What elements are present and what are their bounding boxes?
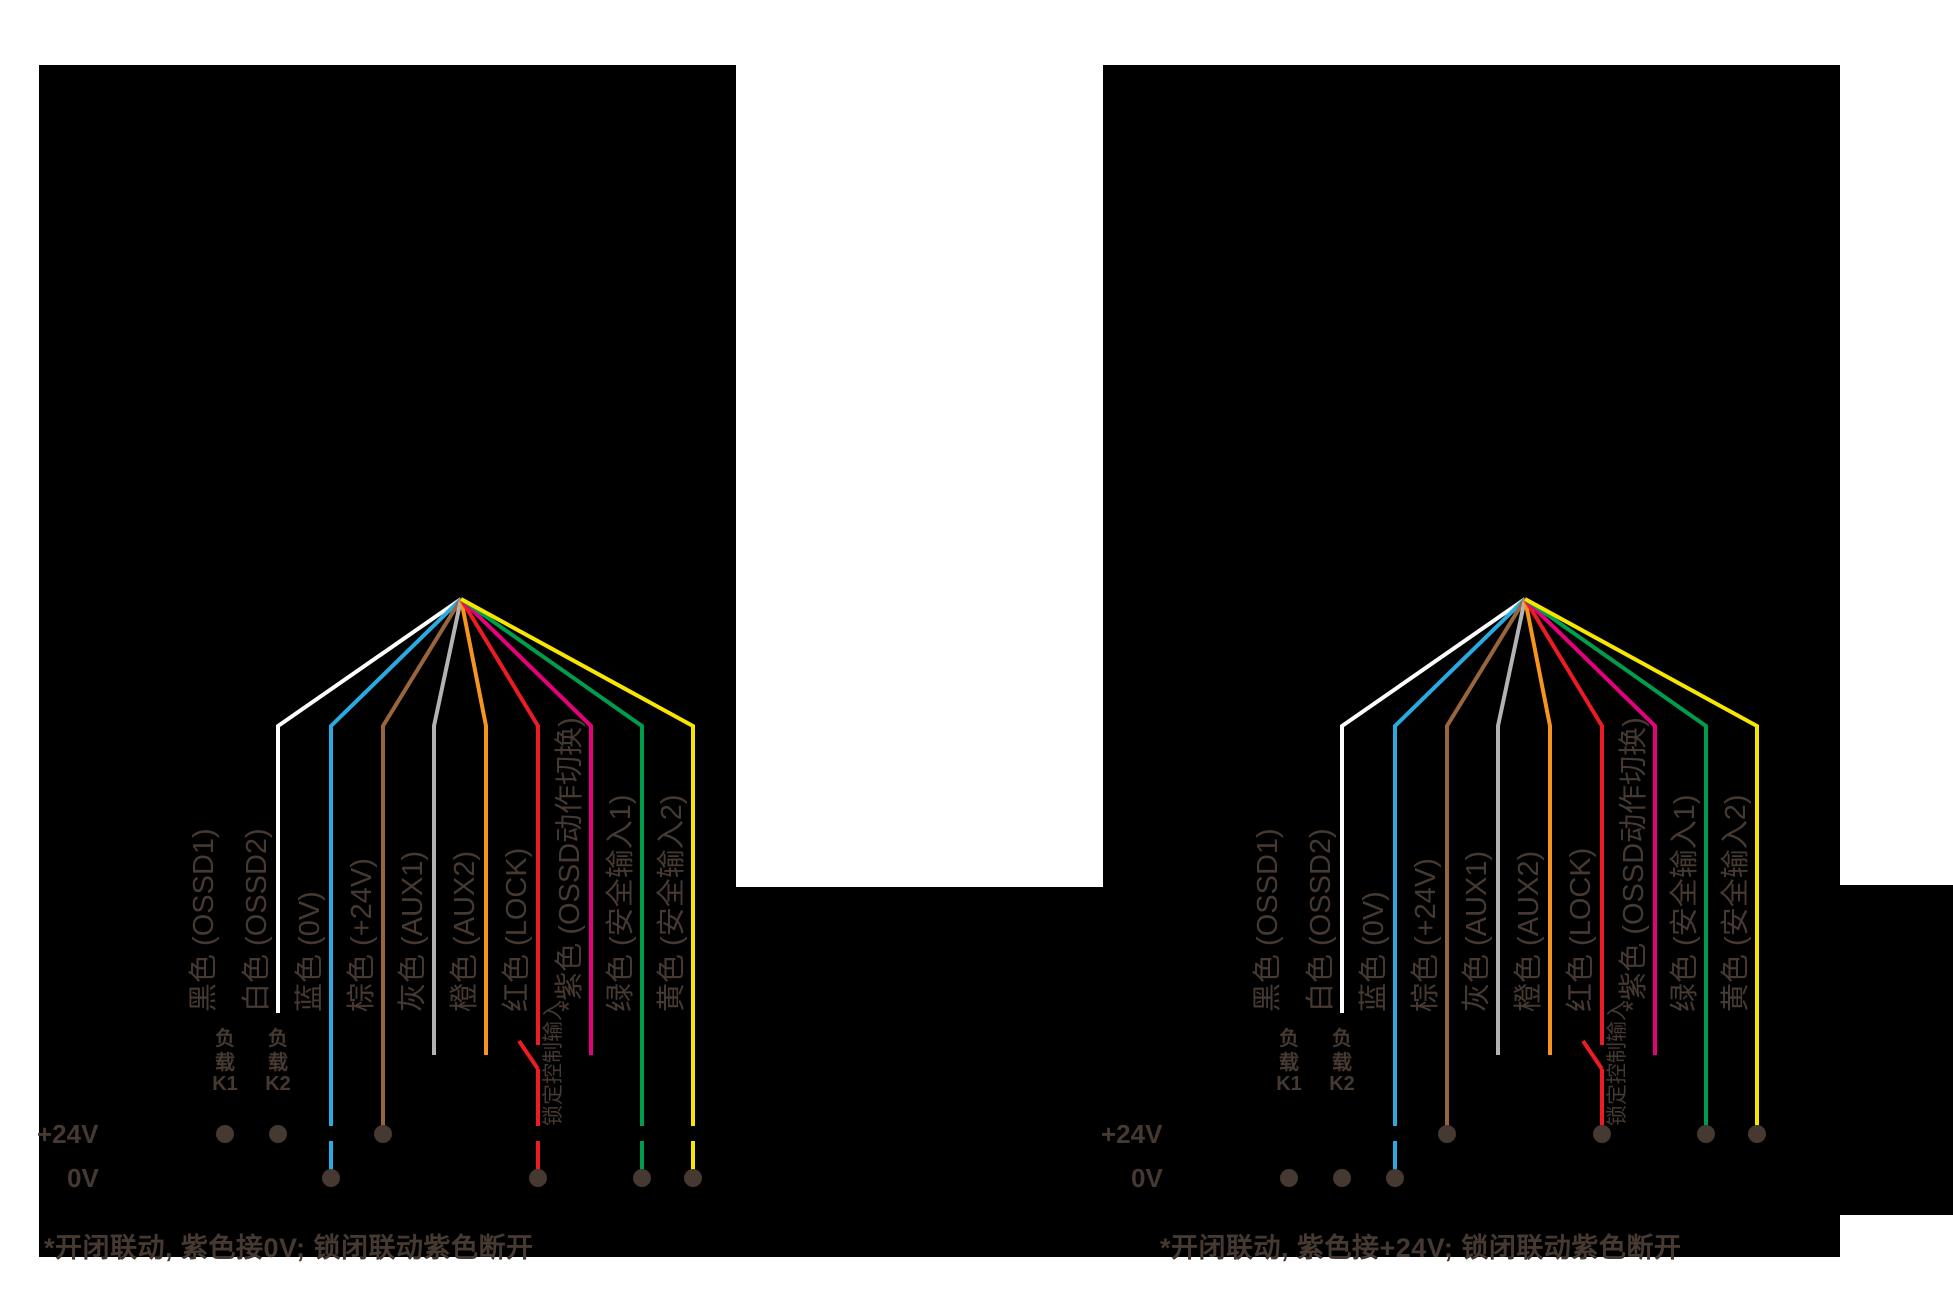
load-label-white: K2 [1329,1073,1355,1095]
wire-green-left: 绿色 (安全输入1) [459,597,651,1187]
load-label-black: 载 [1279,1050,1299,1074]
wire-label-black: 黑色 (OSSD1) [1251,828,1284,1012]
wire-label-blue: 蓝色 (0V) [1357,891,1390,1012]
terminal-dot-white [269,1125,287,1143]
footnote-left: *开闭联动, 紫色接0V; 锁闭联动紫色断开 [44,1233,534,1263]
terminal-dot-brown [1438,1125,1456,1143]
wire-purple-right: *紫色 (OSSD动作切换) [1523,597,1657,1055]
wire-label-green: 绿色 (安全输入1) [604,794,637,1012]
wire-label-orange: 橙色 (AUX2) [1512,851,1545,1012]
load-label-black: 载 [215,1050,235,1074]
terminal-dot-white [1333,1169,1351,1187]
wire-label-red: 红色 (LOCK) [500,848,533,1012]
wire-label-black: 黑色 (OSSD1) [187,828,220,1012]
panel-background-right-edge [1840,885,1953,1215]
wire-purple-left: *紫色 (OSSD动作切换) [459,597,593,1055]
wire-label-brown: 棕色 (+24V) [1409,858,1442,1012]
terminal-dot-red [529,1169,547,1187]
load-label-white: 载 [268,1050,288,1074]
wire-yellow-left: 黄色 (安全输入2) [460,597,702,1187]
load-label-white: 载 [1332,1050,1352,1074]
load-label-black: K1 [1276,1073,1302,1095]
load-label-black: 负 [1279,1026,1299,1050]
wire-label-white: 白色 (OSSD2) [1304,828,1337,1012]
wire-yellow-right: 黄色 (安全输入2) [1524,597,1766,1143]
terminal-dot-blue [1386,1169,1404,1187]
rail-label-24v-right: +24V [1101,1119,1163,1149]
load-label-white: K2 [265,1073,291,1095]
footnote-right: *开闭联动, 紫色接+24V; 锁闭联动紫色断开 [1160,1233,1682,1263]
wire-label-red: 红色 (LOCK) [1564,848,1597,1012]
wire-brown-left: 棕色 (+24V) [345,597,463,1143]
wire-orange-left: 橙色 (AUX2) [448,598,488,1055]
wire-gray-right: 灰色 (AUX1) [1460,598,1527,1055]
terminal-dot-black [216,1125,234,1143]
wire-green-right: 绿色 (安全输入1) [1523,597,1715,1143]
wire-gray-left: 灰色 (AUX1) [396,598,463,1055]
wire-label-green: 绿色 (安全输入1) [1668,794,1701,1012]
wire-label-yellow: 黄色 (安全输入2) [655,794,688,1012]
wire-brown-right: 棕色 (+24V) [1409,597,1527,1143]
terminal-dot-green [1697,1125,1715,1143]
switch-label-left: 锁定控制输入 [542,1000,565,1126]
terminal-dot-yellow [1748,1125,1766,1143]
wire-label-gray: 灰色 (AUX1) [396,851,429,1012]
terminal-dot-black [1280,1169,1298,1187]
load-label-white: 负 [1332,1026,1352,1050]
wire-orange-right: 橙色 (AUX2) [1512,598,1552,1055]
load-label-black: K1 [212,1073,238,1095]
terminal-dot-red [1593,1125,1611,1143]
terminal-dot-brown [374,1125,392,1143]
wire-label-white: 白色 (OSSD2) [240,828,273,1012]
wire-blue-right: 蓝色 (0V) [1357,597,1527,1187]
rail-label-0v-left: 0V [67,1163,99,1193]
terminal-dot-blue [322,1169,340,1187]
terminal-dot-green [633,1169,651,1187]
panel-background-middle [736,887,1103,1257]
load-label-white: 负 [268,1026,288,1050]
wire-red-left: 红色 (LOCK) 锁定控制输入 [459,597,565,1187]
wire-blue-left: 蓝色 (0V) [293,597,463,1187]
load-label-black: 负 [215,1026,235,1050]
wire-label-orange: 橙色 (AUX2) [448,851,481,1012]
wire-label-blue: 蓝色 (0V) [293,891,326,1012]
wire-label-purple: *紫色 (OSSD动作切换) [553,717,586,1012]
wire-label-gray: 灰色 (AUX1) [1460,851,1493,1012]
wire-label-purple: *紫色 (OSSD动作切换) [1617,717,1650,1012]
rail-label-24v-left: +24V [37,1119,99,1149]
switch-label-right: 锁定控制输入 [1606,1000,1629,1126]
wire-label-yellow: 黄色 (安全输入2) [1719,794,1752,1012]
wire-label-brown: 棕色 (+24V) [345,858,378,1012]
terminal-dot-yellow [684,1169,702,1187]
wire-red-right: 红色 (LOCK) 锁定控制输入 [1523,597,1629,1143]
panel-background-left [39,65,736,1257]
rail-label-0v-right: 0V [1131,1163,1163,1193]
panel-background-right [1103,65,1840,1257]
